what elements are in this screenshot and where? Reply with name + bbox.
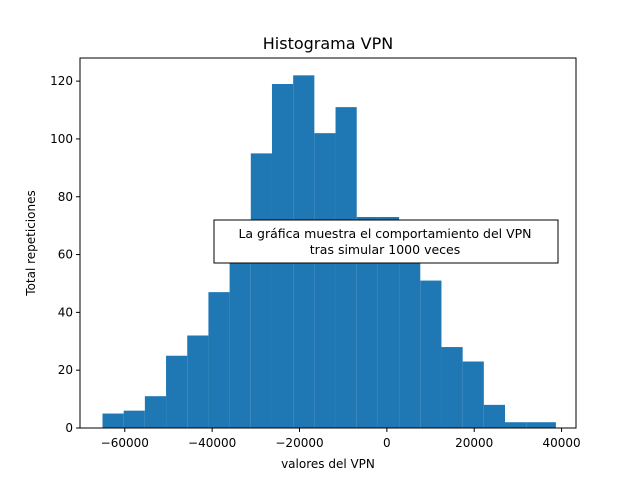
y-axis-ticks: 0 20 40 60 80 100 120 xyxy=(50,74,80,435)
histogram-bar-20 xyxy=(526,422,556,428)
annotation-frame xyxy=(213,219,559,264)
y-tick-label: 40 xyxy=(58,305,73,319)
histogram-bar-4 xyxy=(187,335,209,428)
histogram-bar-16 xyxy=(441,347,463,428)
y-tick-label: 60 xyxy=(58,248,73,262)
y-axis-label: Total repeticiones xyxy=(24,190,38,296)
histogram-bar-17 xyxy=(462,361,484,428)
histogram-bar-18 xyxy=(483,404,506,428)
histogram-bar-2 xyxy=(144,396,167,428)
y-tick-label: 100 xyxy=(50,132,73,146)
histogram-bar-3 xyxy=(166,355,188,428)
x-axis-label: valores del VPN xyxy=(281,457,375,471)
histogram-bar-14 xyxy=(399,254,421,428)
y-tick-label: 0 xyxy=(65,421,73,435)
histogram-bar-19 xyxy=(505,422,527,428)
x-tick-label: −60000 xyxy=(101,436,149,450)
plot-frame xyxy=(79,57,577,429)
histogram-bar-12 xyxy=(356,216,378,428)
histogram-bar-0 xyxy=(102,413,124,428)
annotation-line-2: tras simular 1000 veces xyxy=(310,242,460,257)
annotation-line-1: La gráfica muestra el comportamiento del… xyxy=(238,226,531,241)
histogram-bar-1 xyxy=(123,410,145,428)
y-tick-label: 20 xyxy=(58,363,73,377)
histogram-bar-15 xyxy=(420,280,442,428)
x-tick-label: 0 xyxy=(383,436,391,450)
histogram-bar-5 xyxy=(208,292,230,428)
histogram-bar-7 xyxy=(250,153,272,428)
x-tick-label: 40000 xyxy=(542,436,580,450)
x-tick-label: −40000 xyxy=(188,436,236,450)
y-tick-label: 80 xyxy=(58,190,73,204)
histogram-bar-11 xyxy=(335,107,357,428)
chart-title: Histograma VPN xyxy=(263,34,393,53)
x-tick-label: −20000 xyxy=(275,436,323,450)
histogram-bar-6 xyxy=(229,248,251,428)
histogram-bar-13 xyxy=(377,216,400,428)
histogram-bar-10 xyxy=(314,133,336,428)
x-axis-ticks: −60000 −40000 −20000 0 20000 40000 xyxy=(101,428,581,450)
y-tick-label: 120 xyxy=(50,74,73,88)
annotation-box: La gráfica muestra el comportamiento del… xyxy=(213,219,559,264)
x-tick-label: 20000 xyxy=(455,436,493,450)
